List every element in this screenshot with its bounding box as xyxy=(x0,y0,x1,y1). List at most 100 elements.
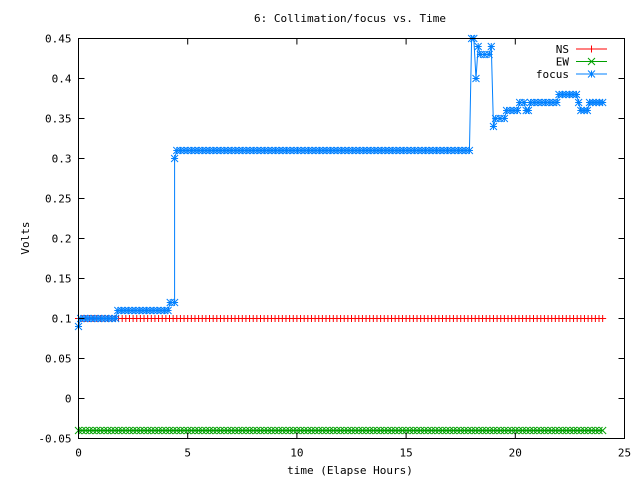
data-point xyxy=(456,426,465,435)
data-point xyxy=(202,426,210,435)
data-point xyxy=(442,426,450,435)
data-point xyxy=(438,426,447,435)
data-point xyxy=(562,426,571,435)
data-point xyxy=(170,154,179,163)
data-point xyxy=(453,426,461,435)
data-point xyxy=(340,426,349,435)
data-point xyxy=(311,426,319,435)
data-point xyxy=(336,426,345,435)
data-point xyxy=(467,426,476,435)
data-point xyxy=(460,426,469,435)
data-point xyxy=(205,426,214,435)
data-point xyxy=(164,306,172,315)
data-point xyxy=(489,122,498,131)
data-point xyxy=(242,146,251,155)
data-point xyxy=(421,146,430,155)
y-tick-label: 0.35 xyxy=(45,113,72,126)
data-point xyxy=(487,42,496,51)
data-point xyxy=(573,426,582,435)
legend-marker xyxy=(587,57,596,66)
data-point xyxy=(223,426,232,435)
data-point xyxy=(489,426,498,435)
data-point xyxy=(574,98,583,107)
data-point xyxy=(92,426,101,435)
data-point xyxy=(282,426,290,435)
data-point xyxy=(333,146,342,155)
data-point xyxy=(275,146,284,155)
data-point xyxy=(572,90,581,99)
data-point xyxy=(187,426,196,435)
data-point xyxy=(140,426,148,435)
data-point xyxy=(380,426,389,435)
data-point xyxy=(289,146,298,155)
data-point xyxy=(143,426,152,435)
data-point xyxy=(154,426,163,435)
data-point xyxy=(552,98,561,107)
data-point xyxy=(176,146,185,155)
data-point xyxy=(253,426,261,435)
data-point xyxy=(308,146,316,155)
data-point xyxy=(257,146,265,155)
data-point xyxy=(509,106,518,115)
data-point xyxy=(183,426,192,435)
data-point xyxy=(435,426,443,435)
y-tick-label: 0.4 xyxy=(52,73,72,86)
data-point xyxy=(246,146,254,155)
data-point xyxy=(344,146,353,155)
data-point xyxy=(176,426,185,435)
data-point xyxy=(325,426,334,435)
data-point xyxy=(289,426,298,435)
data-point xyxy=(129,426,137,435)
data-point xyxy=(496,426,505,435)
data-point xyxy=(285,426,294,435)
data-point xyxy=(300,426,309,435)
data-point xyxy=(238,426,247,435)
data-point xyxy=(209,426,218,435)
data-point xyxy=(131,306,140,315)
data-point xyxy=(132,426,141,435)
data-point xyxy=(322,426,330,435)
data-point xyxy=(515,426,523,435)
data-point xyxy=(511,426,520,435)
legend-label: focus xyxy=(536,68,569,81)
y-tick-label: 0 xyxy=(65,393,72,406)
data-point xyxy=(500,426,509,435)
data-point xyxy=(202,146,210,155)
data-point xyxy=(278,426,287,435)
data-point xyxy=(465,146,474,155)
data-point xyxy=(398,426,407,435)
data-point xyxy=(418,146,426,155)
data-point xyxy=(413,426,421,435)
data-point xyxy=(158,426,167,435)
data-point xyxy=(580,426,589,435)
data-point xyxy=(311,146,320,155)
data-point xyxy=(354,426,363,435)
data-point xyxy=(485,426,494,435)
data-point xyxy=(373,426,381,435)
data-point xyxy=(376,426,385,435)
data-point xyxy=(569,426,578,435)
x-axis-label: time (Elapse Hours) xyxy=(287,464,413,477)
data-point xyxy=(111,426,119,435)
data-point xyxy=(136,426,145,435)
data-point xyxy=(587,426,596,435)
data-point xyxy=(458,146,466,155)
data-point xyxy=(584,426,592,435)
data-point xyxy=(274,426,283,435)
data-point xyxy=(169,426,177,435)
y-tick-label: 0.25 xyxy=(45,193,72,206)
data-point xyxy=(533,426,541,435)
data-point xyxy=(424,426,432,435)
y-tick-label: 0.05 xyxy=(45,353,72,366)
data-point xyxy=(149,306,158,315)
data-point xyxy=(439,146,448,155)
data-point xyxy=(282,146,291,155)
x-tick-label: 20 xyxy=(509,447,522,460)
chart-title: 6: Collimation/focus vs. Time xyxy=(254,12,446,25)
data-point xyxy=(170,298,179,307)
data-point xyxy=(507,426,516,435)
data-point xyxy=(394,426,403,435)
data-point xyxy=(369,426,378,435)
